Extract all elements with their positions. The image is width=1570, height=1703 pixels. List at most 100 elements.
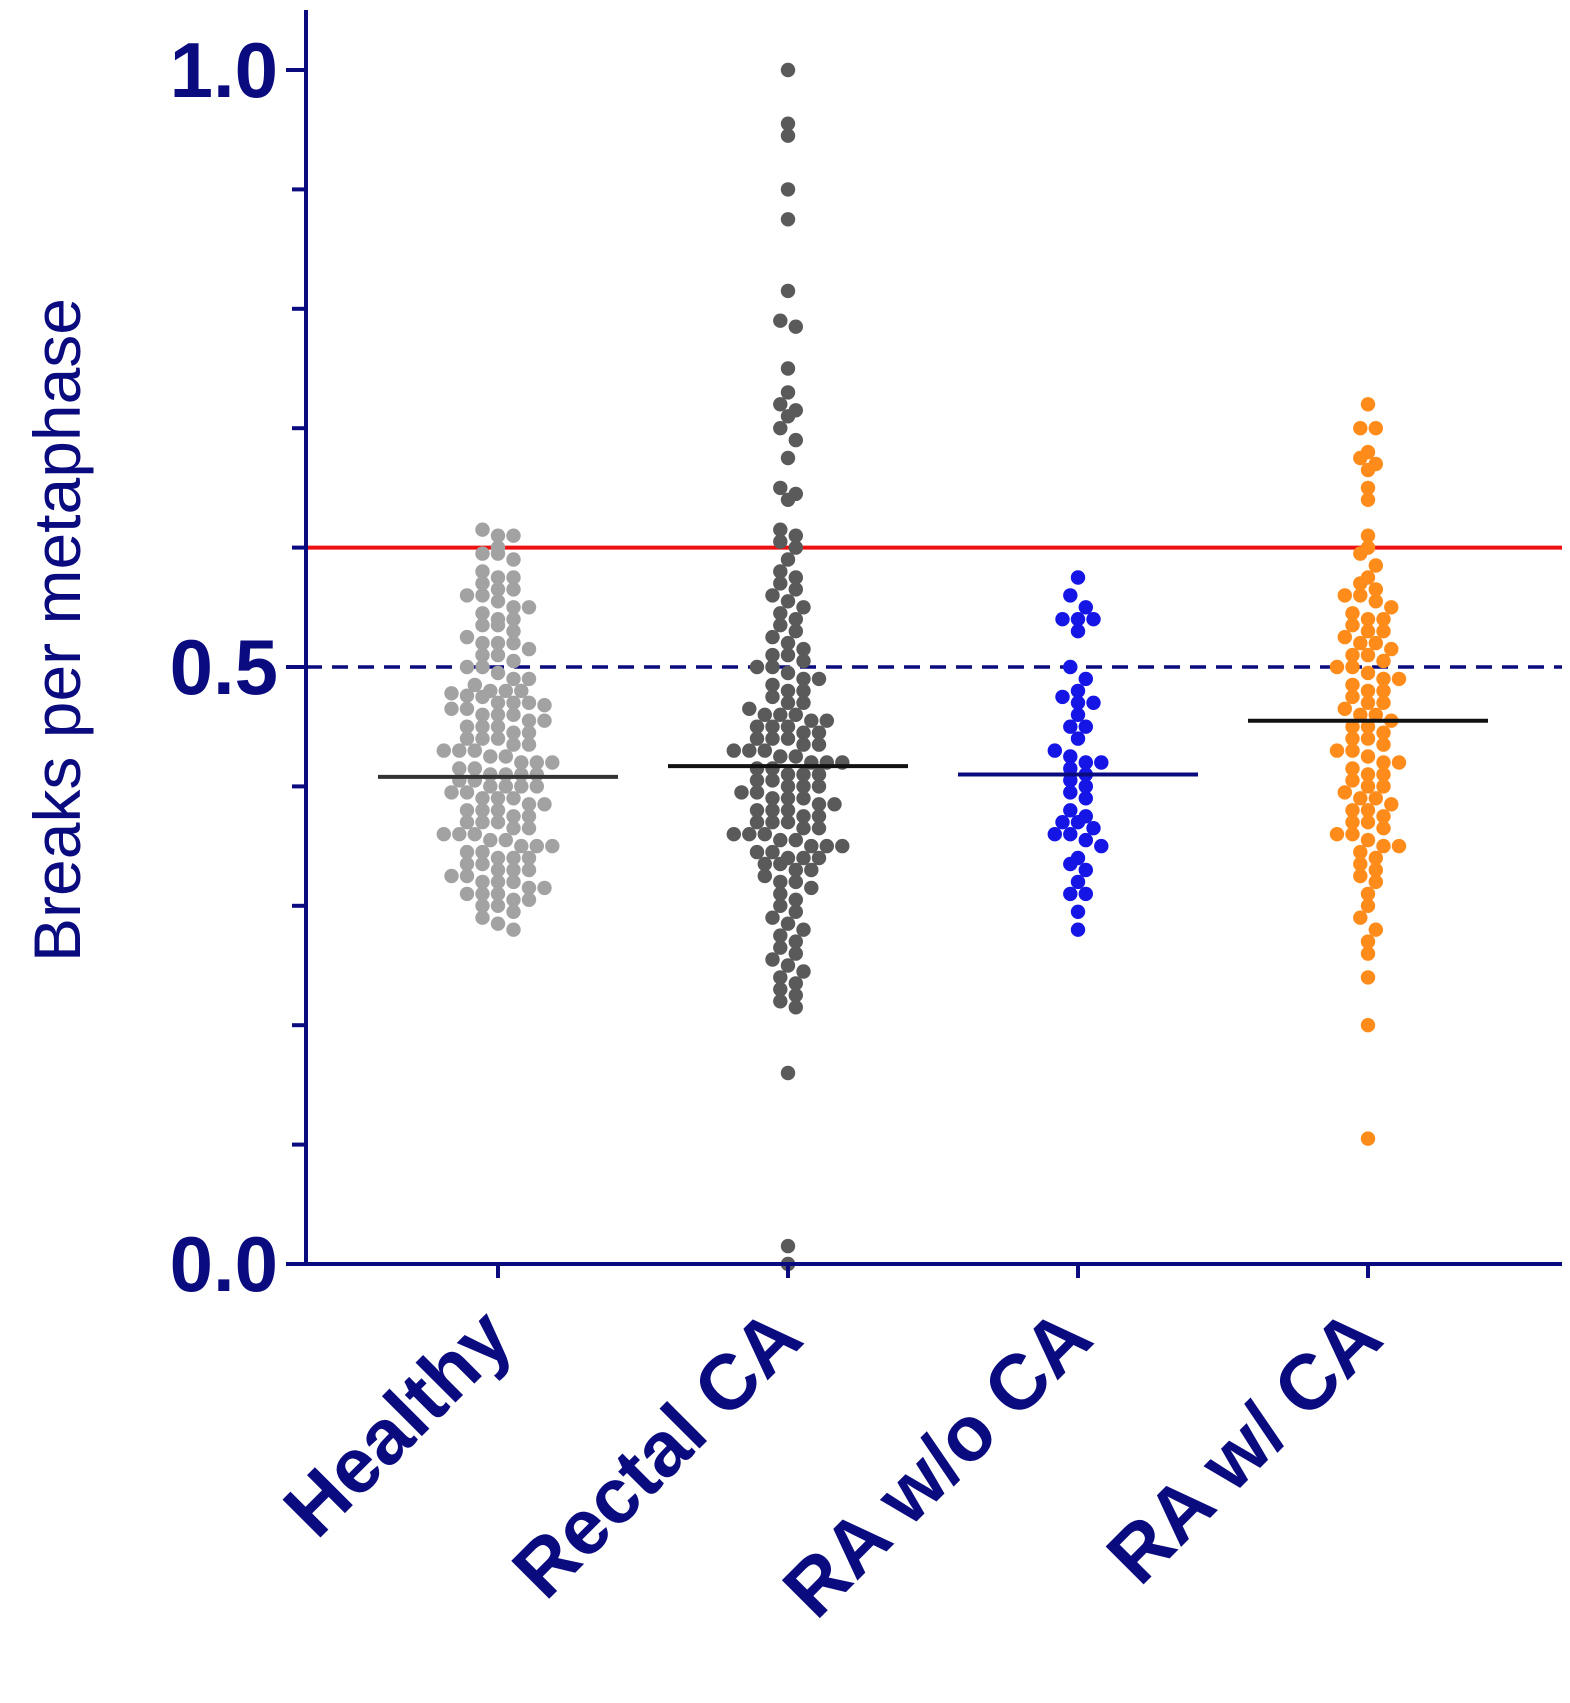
data-point <box>788 432 803 448</box>
data-point <box>780 958 796 973</box>
data-point <box>788 976 803 991</box>
data-point <box>1368 874 1384 890</box>
data-point <box>811 779 827 794</box>
data-point <box>467 827 482 842</box>
data-point <box>490 528 506 543</box>
data-point <box>788 934 803 949</box>
data-point <box>506 725 521 740</box>
data-point <box>506 570 521 585</box>
data-point <box>490 886 506 902</box>
data-point <box>788 570 803 585</box>
data-point <box>804 880 819 896</box>
data-point <box>1094 838 1109 854</box>
data-point <box>788 874 803 890</box>
data-point <box>459 886 475 902</box>
data-point <box>1384 600 1399 615</box>
data-point <box>1360 480 1376 496</box>
data-point <box>1353 421 1368 436</box>
data-point <box>1070 707 1086 722</box>
data-point <box>1086 695 1101 710</box>
data-point <box>796 850 811 866</box>
data-point <box>780 815 796 830</box>
data-point <box>773 898 788 913</box>
data-point <box>1329 743 1345 758</box>
data-point <box>475 874 490 890</box>
data-point <box>819 838 834 854</box>
data-point <box>1345 815 1360 830</box>
data-point <box>1376 838 1391 854</box>
data-point <box>490 707 506 722</box>
data-point <box>521 809 537 824</box>
data-point <box>796 809 811 824</box>
data-point <box>773 313 788 328</box>
data-point <box>1360 665 1376 681</box>
data-point <box>436 743 451 758</box>
data-point <box>1360 528 1376 543</box>
data-point <box>529 755 544 770</box>
data-point <box>804 713 819 728</box>
data-point <box>765 910 780 925</box>
data-point <box>475 886 490 902</box>
data-point <box>1063 719 1078 734</box>
data-point <box>749 719 765 734</box>
data-point <box>1376 671 1391 687</box>
data-point <box>1078 719 1094 734</box>
data-point <box>490 570 506 585</box>
data-point <box>1360 886 1376 902</box>
data-point <box>459 856 475 872</box>
data-point <box>521 821 537 836</box>
data-point <box>773 606 788 621</box>
data-point <box>811 767 827 782</box>
data-point <box>1353 856 1368 872</box>
data-point <box>459 815 475 830</box>
data-point <box>537 797 552 812</box>
data-point <box>811 797 827 812</box>
data-point <box>749 815 765 830</box>
data-point <box>780 665 796 681</box>
data-point <box>757 827 772 842</box>
data-point <box>444 785 459 800</box>
data-point <box>1376 612 1391 627</box>
data-point <box>506 552 521 567</box>
data-point <box>1345 606 1360 621</box>
data-point <box>780 212 796 227</box>
data-point <box>788 749 803 764</box>
data-point <box>459 803 475 818</box>
data-point <box>757 856 772 872</box>
data-point <box>1055 612 1070 627</box>
data-point <box>1368 558 1384 573</box>
data-point <box>1353 576 1368 591</box>
data-point <box>506 707 521 722</box>
data-point <box>765 647 780 663</box>
data-point <box>773 480 788 496</box>
data-point <box>773 522 788 537</box>
data-point <box>475 564 490 579</box>
data-point <box>773 886 788 902</box>
data-point <box>1345 677 1360 693</box>
x-category-label: RA w/ CA <box>1090 1292 1398 1600</box>
data-point <box>1345 659 1360 675</box>
data-point <box>506 653 521 669</box>
data-point <box>773 982 788 997</box>
data-point <box>780 116 796 131</box>
data-point <box>1376 737 1391 752</box>
data-point <box>780 1238 796 1254</box>
data-point <box>742 743 757 758</box>
data-point <box>1360 946 1376 961</box>
data-point <box>788 946 803 961</box>
data-point <box>459 868 475 884</box>
data-point <box>788 1000 803 1015</box>
data-point <box>788 832 803 848</box>
data-point <box>1078 671 1094 687</box>
data-point <box>1078 600 1094 615</box>
data-point <box>490 618 506 633</box>
data-point <box>1345 719 1360 734</box>
data-point <box>521 671 537 687</box>
data-point <box>757 743 772 758</box>
data-point <box>475 606 490 621</box>
data-point <box>1047 743 1063 758</box>
data-point <box>765 815 780 830</box>
y-tick-label: 0.5 <box>170 623 278 711</box>
data-point <box>780 128 796 143</box>
data-point <box>788 707 803 722</box>
